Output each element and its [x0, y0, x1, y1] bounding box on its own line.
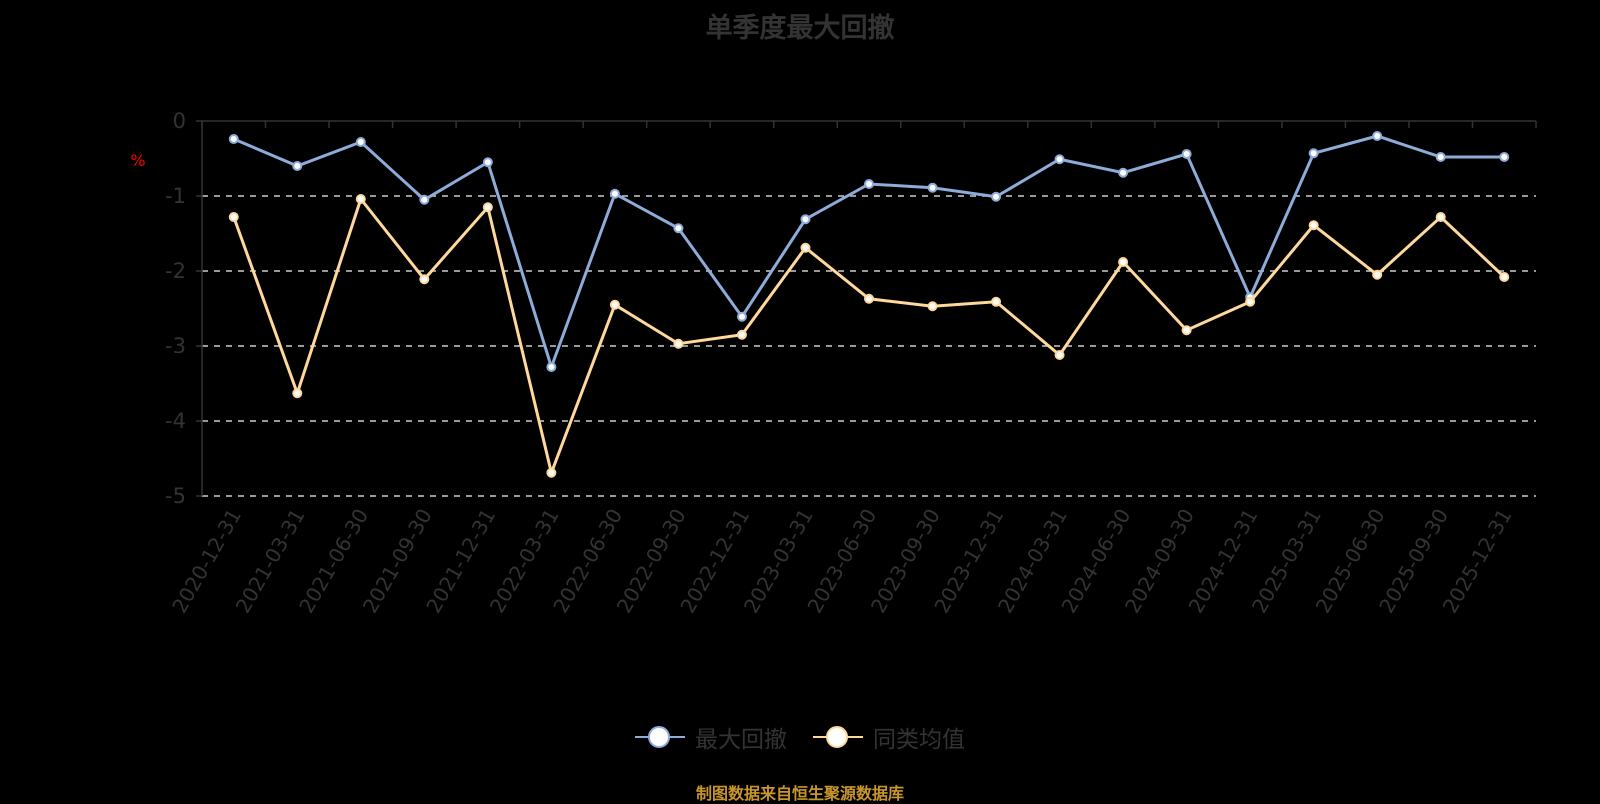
- data-point[interactable]: [800, 214, 811, 225]
- data-point[interactable]: [1181, 325, 1192, 336]
- x-axis-labels: 2020-12-312021-03-312021-06-302021-09-30…: [167, 505, 1516, 618]
- data-point[interactable]: [1372, 131, 1383, 141]
- y-axis-labels: 0 -1 -2 -3 -4 -5: [165, 109, 186, 508]
- data-point[interactable]: [228, 134, 239, 144]
- data-point[interactable]: [292, 388, 303, 399]
- chart-title: 单季度最大回撤: [705, 13, 895, 44]
- data-point[interactable]: [228, 212, 239, 222]
- axes: [201, 120, 1537, 496]
- data-point[interactable]: [1054, 350, 1065, 360]
- data-point[interactable]: [546, 467, 557, 478]
- data-point[interactable]: [927, 301, 938, 312]
- data-point[interactable]: [991, 296, 1002, 307]
- data-point[interactable]: [609, 188, 620, 199]
- data-point[interactable]: [419, 274, 430, 285]
- data-point[interactable]: [292, 161, 303, 171]
- data-point[interactable]: [419, 194, 430, 205]
- svg-text:-2: -2: [165, 259, 186, 283]
- legend-marker-icon: [813, 725, 863, 749]
- data-point[interactable]: [1118, 257, 1129, 267]
- data-point[interactable]: [673, 338, 684, 349]
- data-point[interactable]: [673, 223, 684, 234]
- legend-item-max-drawdown[interactable]: 最大回撤: [635, 720, 787, 754]
- data-point[interactable]: [736, 329, 747, 340]
- data-point[interactable]: [1118, 167, 1129, 178]
- data-point[interactable]: [609, 299, 620, 310]
- legend-label: 同类均值: [873, 727, 965, 753]
- data-point[interactable]: [482, 157, 493, 168]
- data-point[interactable]: [546, 362, 557, 372]
- svg-text:-5: -5: [165, 484, 186, 508]
- data-point[interactable]: [1308, 220, 1319, 231]
- data-point[interactable]: [864, 293, 874, 304]
- data-point[interactable]: [1372, 269, 1383, 280]
- data-point[interactable]: [355, 137, 366, 147]
- data-source-footer: 制图数据来自恒生聚源数据库: [695, 784, 904, 803]
- data-point[interactable]: [1435, 152, 1446, 162]
- data-point[interactable]: [1245, 296, 1256, 307]
- data-point[interactable]: [1435, 212, 1446, 222]
- svg-text:-3: -3: [165, 334, 186, 358]
- legend-marker-icon: [635, 725, 685, 749]
- data-point[interactable]: [355, 194, 366, 204]
- data-point[interactable]: [1499, 152, 1510, 162]
- svg-text:0: 0: [173, 109, 186, 133]
- series-lines: [228, 131, 1510, 478]
- y-unit-label: %: [130, 151, 145, 170]
- grid-lines: [196, 120, 1536, 497]
- svg-text:-4: -4: [165, 409, 186, 433]
- data-point[interactable]: [800, 242, 811, 253]
- data-point[interactable]: [864, 179, 874, 189]
- legend: 最大回撤 同类均值: [0, 720, 1600, 754]
- data-point[interactable]: [991, 191, 1002, 202]
- svg-text:-1: -1: [165, 184, 186, 208]
- data-point[interactable]: [1499, 272, 1510, 282]
- data-point[interactable]: [1054, 154, 1065, 165]
- data-point[interactable]: [482, 202, 493, 213]
- data-point[interactable]: [1181, 149, 1192, 159]
- data-point[interactable]: [736, 311, 747, 322]
- legend-item-peer-average[interactable]: 同类均值: [813, 720, 965, 754]
- legend-label: 最大回撤: [695, 727, 787, 753]
- data-point[interactable]: [927, 182, 938, 193]
- data-point[interactable]: [1308, 148, 1319, 159]
